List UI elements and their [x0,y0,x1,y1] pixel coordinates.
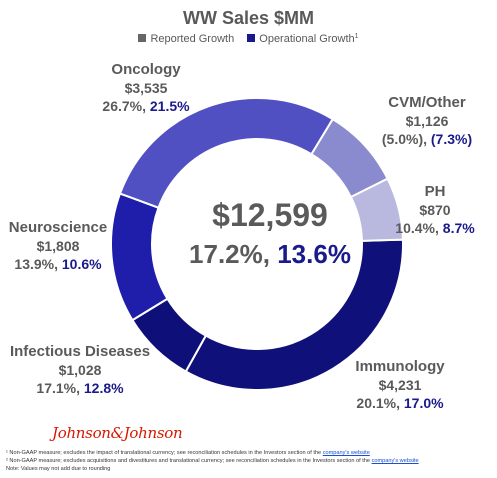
segment-name: PH [424,183,446,200]
segment-reported: 17.1%, [36,380,80,396]
legend-footnote-ref: 1 [354,33,359,40]
segment-sales: $3,535 [124,80,168,96]
footnote-2-text: ² Non-GAAP measure; excludes acquisition… [6,458,370,464]
footnote-2: ² Non-GAAP measure; excludes acquisition… [6,457,494,465]
segment-growth: (5.0%), (7.3%) [372,130,482,148]
footnotes: ¹ Non-GAAP measure; excludes the impact … [6,449,494,473]
segment-reported: (5.0%), [381,131,427,147]
segment-operational: 21.5% [149,98,190,114]
segment-sales: $1,126 [405,113,449,129]
footnote-3: Note: Values may not add due to rounding [6,466,111,472]
segment-name: CVM/Other [388,94,466,111]
chart-center-summary: $12,599 17.2%, 13.6% [170,196,370,270]
legend-swatch-operational [247,34,256,43]
segment-reported: 20.1%, [356,395,400,411]
segment-name: Immunology [355,358,445,375]
label-oncology: Oncology $3,535 26.7%, 21.5% [101,61,191,115]
segment-reported: 13.9%, [14,256,58,272]
total-reported-growth: 17.2%, [189,239,270,269]
segment-name: Infectious Diseases [9,343,151,360]
segment-name: Neuroscience [8,219,108,236]
segment-growth: 10.4%, 8.7% [390,219,480,237]
label-cvm-other: CVM/Other $1,126 (5.0%), (7.3%) [372,94,482,148]
donut-slice-immunology [184,238,404,391]
segment-reported: 10.4%, [395,220,439,236]
segment-sales: $4,231 [378,377,422,393]
label-infectious-diseases: Infectious Diseases $1,028 17.1%, 12.8% [4,343,156,397]
segment-operational: (7.3%) [430,131,473,147]
segment-operational: 17.0% [403,395,444,411]
donut-slice-neuroscience [110,192,169,322]
segment-operational: 10.6% [61,256,102,272]
segment-growth: 13.9%, 10.6% [4,255,112,273]
total-operational-growth: 13.6% [277,239,351,269]
segment-growth: 26.7%, 21.5% [101,97,191,115]
segment-growth: 20.1%, 17.0% [345,394,455,412]
segment-sales: $870 [419,202,451,218]
legend-item-reported: Reported Growth [138,33,234,45]
segment-operational: 8.7% [442,220,475,236]
segment-name: Oncology [111,61,181,78]
donut-slices [110,97,404,391]
legend-item-operational: Operational Growth1 [247,33,359,45]
segment-reported: 26.7%, [102,98,146,114]
footnote-1-text: ¹ Non-GAAP measure; excludes the impact … [6,450,322,456]
label-immunology: Immunology $4,231 20.1%, 17.0% [345,358,455,412]
chart-legend: Reported Growth Operational Growth1 [0,33,497,45]
label-ph: PH $870 10.4%, 8.7% [390,183,480,237]
legend-label-reported: Reported Growth [150,33,235,45]
footnote-2-link[interactable]: company's website [371,458,419,464]
total-growth: 17.2%, 13.6% [170,238,370,270]
segment-growth: 17.1%, 12.8% [4,379,156,397]
legend-swatch-reported [138,34,147,43]
donut-slice-ph [349,177,404,242]
legend-label-operational: Operational Growth [259,33,355,45]
segment-operational: 12.8% [83,380,124,396]
footnote-1: ¹ Non-GAAP measure; excludes the impact … [6,449,494,457]
segment-sales: $1,028 [58,362,102,378]
label-neuroscience: Neuroscience $1,808 13.9%, 10.6% [4,219,112,273]
total-sales: $12,599 [212,197,328,233]
footnote-1-link[interactable]: company's website [322,450,370,456]
segment-sales: $1,808 [36,238,80,254]
chart-title: WW Sales $MM [182,8,315,28]
company-logo: Johnson&Johnson [52,424,183,442]
